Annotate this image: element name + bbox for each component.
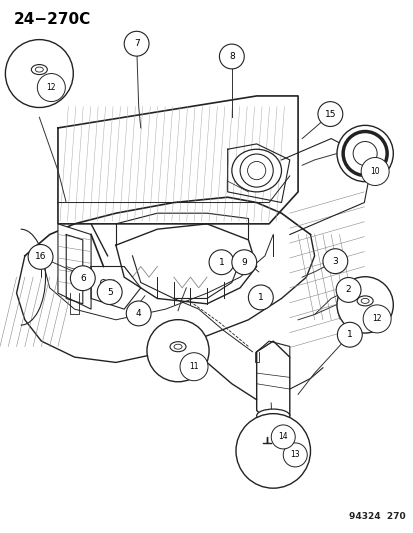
- Text: 2: 2: [345, 286, 351, 294]
- Text: 1: 1: [257, 293, 263, 302]
- Text: 11: 11: [189, 362, 198, 371]
- Circle shape: [362, 305, 390, 333]
- Circle shape: [231, 250, 256, 274]
- Circle shape: [282, 443, 306, 467]
- Text: 12: 12: [372, 314, 381, 324]
- Text: 15: 15: [324, 110, 335, 118]
- Circle shape: [235, 414, 310, 488]
- Circle shape: [342, 132, 386, 175]
- Circle shape: [335, 278, 360, 302]
- Polygon shape: [58, 224, 91, 309]
- Circle shape: [5, 39, 73, 108]
- Circle shape: [180, 353, 207, 381]
- Circle shape: [100, 279, 106, 286]
- Text: 4: 4: [135, 309, 141, 318]
- Text: 14: 14: [278, 432, 287, 441]
- Circle shape: [317, 102, 342, 126]
- Circle shape: [337, 322, 361, 347]
- Circle shape: [271, 425, 294, 449]
- Circle shape: [219, 44, 244, 69]
- Circle shape: [28, 245, 53, 269]
- Text: 94324  270: 94324 270: [349, 512, 405, 521]
- Ellipse shape: [31, 64, 47, 75]
- Text: 7: 7: [133, 39, 139, 48]
- Text: 1: 1: [346, 330, 352, 339]
- Circle shape: [322, 249, 347, 273]
- Circle shape: [209, 250, 233, 274]
- Ellipse shape: [173, 344, 182, 349]
- Circle shape: [97, 280, 122, 304]
- Circle shape: [240, 154, 273, 187]
- Circle shape: [352, 141, 376, 166]
- Circle shape: [336, 125, 392, 182]
- Circle shape: [248, 285, 273, 310]
- Text: 3: 3: [332, 257, 337, 265]
- Text: 12: 12: [47, 83, 56, 92]
- Circle shape: [37, 74, 65, 102]
- Circle shape: [336, 277, 392, 333]
- Text: 5: 5: [107, 288, 112, 296]
- Text: 8: 8: [228, 52, 234, 61]
- Text: 24−270C: 24−270C: [14, 12, 91, 27]
- Circle shape: [147, 320, 209, 382]
- Ellipse shape: [360, 298, 368, 303]
- Text: 13: 13: [290, 450, 299, 459]
- Circle shape: [70, 266, 95, 290]
- Circle shape: [124, 31, 149, 56]
- Circle shape: [247, 161, 265, 180]
- Ellipse shape: [170, 342, 185, 352]
- Ellipse shape: [256, 409, 289, 422]
- Text: 9: 9: [241, 258, 247, 266]
- Text: 6: 6: [80, 274, 85, 282]
- Text: 10: 10: [370, 167, 379, 176]
- Text: 1: 1: [218, 258, 224, 266]
- Circle shape: [126, 301, 151, 326]
- Ellipse shape: [35, 67, 43, 72]
- Text: 16: 16: [35, 253, 46, 261]
- Ellipse shape: [356, 296, 372, 306]
- Circle shape: [360, 158, 388, 185]
- Ellipse shape: [231, 149, 281, 192]
